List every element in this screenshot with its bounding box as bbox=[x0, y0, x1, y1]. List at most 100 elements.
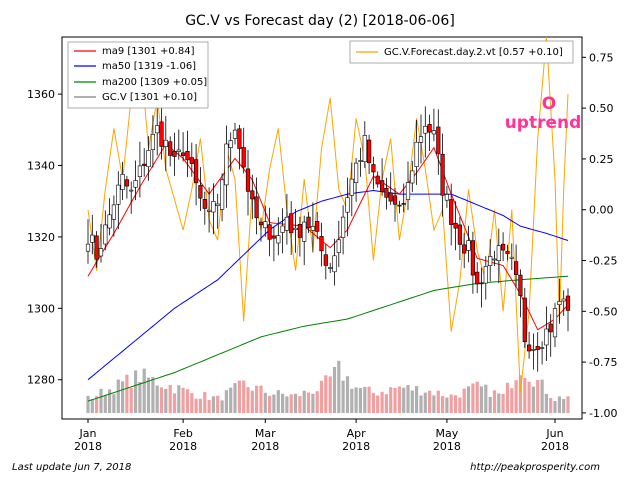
candle-body bbox=[526, 344, 532, 352]
forecast-line bbox=[87, 36, 569, 393]
volume-bar bbox=[402, 387, 406, 413]
candle-body bbox=[366, 139, 372, 164]
volume-bar bbox=[389, 387, 393, 413]
volume-bar bbox=[207, 400, 211, 413]
candle-body bbox=[453, 222, 458, 229]
candle-body bbox=[323, 254, 328, 266]
volume-bar bbox=[220, 400, 224, 413]
axes: 1280 1300 1320 1340 1360 0.75 0.50 0.25 0.00 -0.2… bbox=[27, 51, 617, 453]
volume-bar bbox=[566, 396, 570, 413]
candle-body bbox=[328, 267, 333, 269]
candle-body bbox=[103, 224, 108, 245]
volume-bar bbox=[436, 390, 440, 413]
candle-body bbox=[431, 130, 437, 135]
volume-bar bbox=[159, 387, 164, 413]
candle-body bbox=[215, 203, 220, 206]
volume-bar bbox=[168, 385, 172, 413]
x-tick-label: 2018 bbox=[433, 440, 461, 453]
candle-body bbox=[405, 182, 411, 200]
candle-body bbox=[353, 162, 359, 184]
candle-body bbox=[185, 151, 190, 161]
volume-bar bbox=[194, 398, 198, 413]
legend-label-gcv: GC.V [1301 +0.10] bbox=[102, 92, 197, 103]
volume-bar bbox=[540, 379, 544, 413]
candle-body bbox=[289, 213, 294, 234]
volume-bar bbox=[311, 393, 315, 413]
candle-body bbox=[539, 347, 545, 349]
candle-body bbox=[250, 190, 255, 200]
candle-body bbox=[384, 188, 389, 198]
volume-bar bbox=[531, 386, 535, 413]
volume-bar bbox=[337, 360, 341, 413]
volume-bar bbox=[449, 394, 453, 413]
x-tick-label: 2018 bbox=[541, 440, 569, 453]
x-tick-label: Mar bbox=[255, 427, 276, 440]
volume-bar bbox=[557, 396, 561, 413]
volume-bar bbox=[441, 396, 445, 413]
candle-body bbox=[181, 152, 186, 157]
uptrend-circle-icon: O bbox=[542, 94, 556, 114]
volume-bar bbox=[536, 379, 540, 413]
candle-body bbox=[211, 201, 216, 213]
candle-body bbox=[297, 224, 303, 238]
volume-bar bbox=[155, 385, 159, 413]
candle-body bbox=[470, 240, 476, 276]
candle-body bbox=[94, 235, 99, 260]
volume-bar bbox=[363, 386, 367, 413]
candle-body bbox=[483, 266, 488, 284]
candle-body bbox=[349, 178, 354, 196]
volume-bar bbox=[86, 395, 90, 413]
candle-body bbox=[509, 256, 514, 259]
candle-body bbox=[142, 163, 147, 166]
volume-bar bbox=[497, 393, 501, 413]
candlesticks bbox=[85, 97, 571, 372]
volume-bar bbox=[134, 370, 138, 413]
volume-bar bbox=[523, 377, 527, 413]
volume-bar bbox=[276, 390, 280, 413]
candle-body bbox=[310, 226, 316, 231]
candle-body bbox=[245, 168, 251, 192]
candle-body bbox=[397, 204, 402, 207]
candle-body bbox=[232, 129, 238, 139]
candle-body bbox=[90, 234, 95, 243]
volume-bar bbox=[315, 391, 319, 413]
volume-bar bbox=[198, 398, 202, 413]
uptrend-annotation: O uptrend bbox=[505, 94, 582, 133]
candle-body bbox=[258, 221, 264, 226]
last-update-label: Last update Jun 7, 2018 bbox=[12, 462, 132, 473]
volume-bar bbox=[510, 388, 514, 413]
volume-bar bbox=[294, 393, 298, 413]
volume-bar bbox=[492, 390, 497, 413]
candle-body bbox=[198, 185, 203, 199]
volume-bar bbox=[237, 380, 241, 413]
candle-body bbox=[362, 135, 367, 162]
y-left-tick-label: 1300 bbox=[27, 302, 55, 315]
volume-bar bbox=[544, 393, 548, 413]
candle-body bbox=[263, 221, 268, 229]
volume-bar bbox=[484, 384, 488, 413]
candle-body bbox=[475, 271, 480, 285]
legend-right-box bbox=[349, 40, 574, 64]
candle-body bbox=[293, 227, 298, 230]
volume-bar bbox=[259, 385, 263, 413]
volume-bar bbox=[250, 390, 254, 413]
candle-body bbox=[168, 141, 173, 156]
candle-body bbox=[207, 209, 212, 212]
volume-bars bbox=[86, 360, 570, 413]
volume-bar bbox=[432, 395, 436, 413]
x-tick-label: Jun bbox=[545, 427, 563, 440]
candle-body bbox=[163, 139, 168, 147]
source-url: http://peakprosperity.com bbox=[470, 462, 600, 473]
volume-bar bbox=[263, 392, 267, 413]
volume-bar bbox=[203, 392, 207, 413]
volume-bar bbox=[354, 387, 358, 413]
candle-body bbox=[98, 248, 104, 257]
candle-body bbox=[557, 301, 562, 305]
candle-body bbox=[224, 143, 229, 186]
candle-body bbox=[371, 164, 376, 173]
legend-label-ma50: ma50 [1319 -1.06] bbox=[102, 61, 196, 72]
candle-body bbox=[492, 258, 497, 261]
candle-body bbox=[159, 121, 164, 147]
volume-bar bbox=[112, 394, 116, 413]
